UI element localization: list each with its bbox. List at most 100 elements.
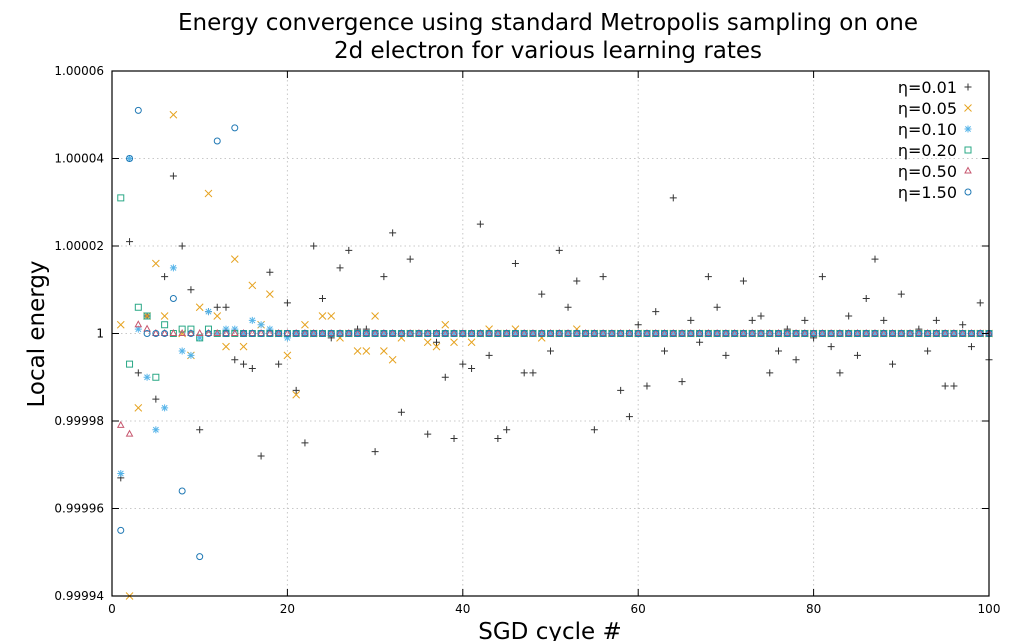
data-point xyxy=(915,330,923,337)
data-point xyxy=(143,312,151,320)
data-point xyxy=(880,330,888,337)
data-point xyxy=(362,330,370,337)
data-point xyxy=(371,330,379,337)
data-point xyxy=(196,553,204,561)
data-point xyxy=(143,312,151,320)
data-point xyxy=(941,330,949,337)
legend-label: η=0.05 xyxy=(898,99,957,118)
data-point xyxy=(318,295,326,302)
data-point xyxy=(362,347,371,355)
data-point xyxy=(783,328,792,336)
data-point xyxy=(266,330,274,337)
data-point xyxy=(213,328,222,336)
data-point xyxy=(397,328,406,336)
data-point xyxy=(257,328,265,336)
data-point xyxy=(458,328,467,336)
data-point xyxy=(757,312,765,320)
data-point xyxy=(213,137,221,145)
data-point xyxy=(503,330,511,337)
data-point xyxy=(862,330,870,337)
legend-label: η=0.10 xyxy=(898,120,957,139)
data-point xyxy=(178,325,186,333)
data-point xyxy=(345,246,353,254)
data-point xyxy=(889,330,897,337)
data-point xyxy=(704,273,712,281)
legend-label: η=0.20 xyxy=(898,141,957,160)
data-point xyxy=(775,330,783,337)
x-tick-label: 100 xyxy=(978,602,1001,616)
data-point xyxy=(722,351,730,359)
data-point xyxy=(845,312,853,320)
data-point xyxy=(871,255,879,263)
data-point xyxy=(388,328,397,336)
data-point xyxy=(301,328,309,336)
data-point xyxy=(502,328,511,336)
x-tick-label: 20 xyxy=(280,602,295,616)
data-point xyxy=(739,277,747,285)
data-point xyxy=(555,330,563,337)
data-point xyxy=(450,338,458,347)
data-point xyxy=(661,330,669,337)
data-point xyxy=(152,328,160,336)
data-point xyxy=(423,328,432,336)
data-point xyxy=(397,408,405,416)
data-point xyxy=(380,328,388,336)
data-point xyxy=(388,355,397,364)
data-point xyxy=(397,330,405,337)
data-point xyxy=(932,328,941,336)
data-point xyxy=(151,259,160,268)
data-point xyxy=(950,328,958,336)
data-point xyxy=(336,330,344,337)
data-point xyxy=(450,328,458,336)
data-point xyxy=(213,312,222,320)
data-point xyxy=(590,328,599,336)
data-point xyxy=(441,328,450,336)
data-point xyxy=(204,308,212,316)
data-point xyxy=(126,238,134,246)
legend-marker xyxy=(964,104,972,112)
data-point xyxy=(775,347,783,355)
data-point xyxy=(476,330,484,337)
data-point xyxy=(599,328,607,336)
data-point xyxy=(880,316,888,324)
data-point xyxy=(432,338,440,346)
data-point xyxy=(853,351,861,359)
data-point xyxy=(275,330,283,337)
data-point xyxy=(196,426,204,434)
legend: η=0.01 η=0.05 η=0.10 η=0.20 η=0.50 η=1.50 xyxy=(898,78,972,202)
data-point xyxy=(818,273,826,281)
data-point xyxy=(406,255,414,263)
data-point xyxy=(871,330,879,337)
data-point xyxy=(599,273,607,281)
data-point xyxy=(617,386,625,394)
data-point xyxy=(958,328,967,336)
data-point xyxy=(494,328,502,336)
data-point xyxy=(608,328,616,336)
data-point xyxy=(897,330,905,337)
data-point xyxy=(169,328,178,336)
data-point xyxy=(555,246,563,254)
data-point xyxy=(976,328,985,336)
data-point xyxy=(143,324,151,332)
data-point xyxy=(213,303,221,311)
data-point xyxy=(713,328,721,336)
data-point xyxy=(476,220,484,228)
data-point xyxy=(468,365,476,372)
data-point xyxy=(661,347,669,355)
data-point xyxy=(503,426,511,434)
data-point xyxy=(967,330,975,337)
data-point xyxy=(248,328,257,336)
y-tick-label: 0.99994 xyxy=(54,589,104,603)
data-point xyxy=(485,330,493,337)
data-point xyxy=(529,369,537,377)
data-point xyxy=(196,334,204,342)
data-point xyxy=(757,330,765,337)
data-point xyxy=(582,330,590,337)
data-point xyxy=(810,330,818,337)
data-point xyxy=(424,430,432,438)
data-point xyxy=(617,330,625,337)
data-point xyxy=(266,290,274,298)
data-point xyxy=(731,330,739,337)
data-point xyxy=(801,330,809,337)
